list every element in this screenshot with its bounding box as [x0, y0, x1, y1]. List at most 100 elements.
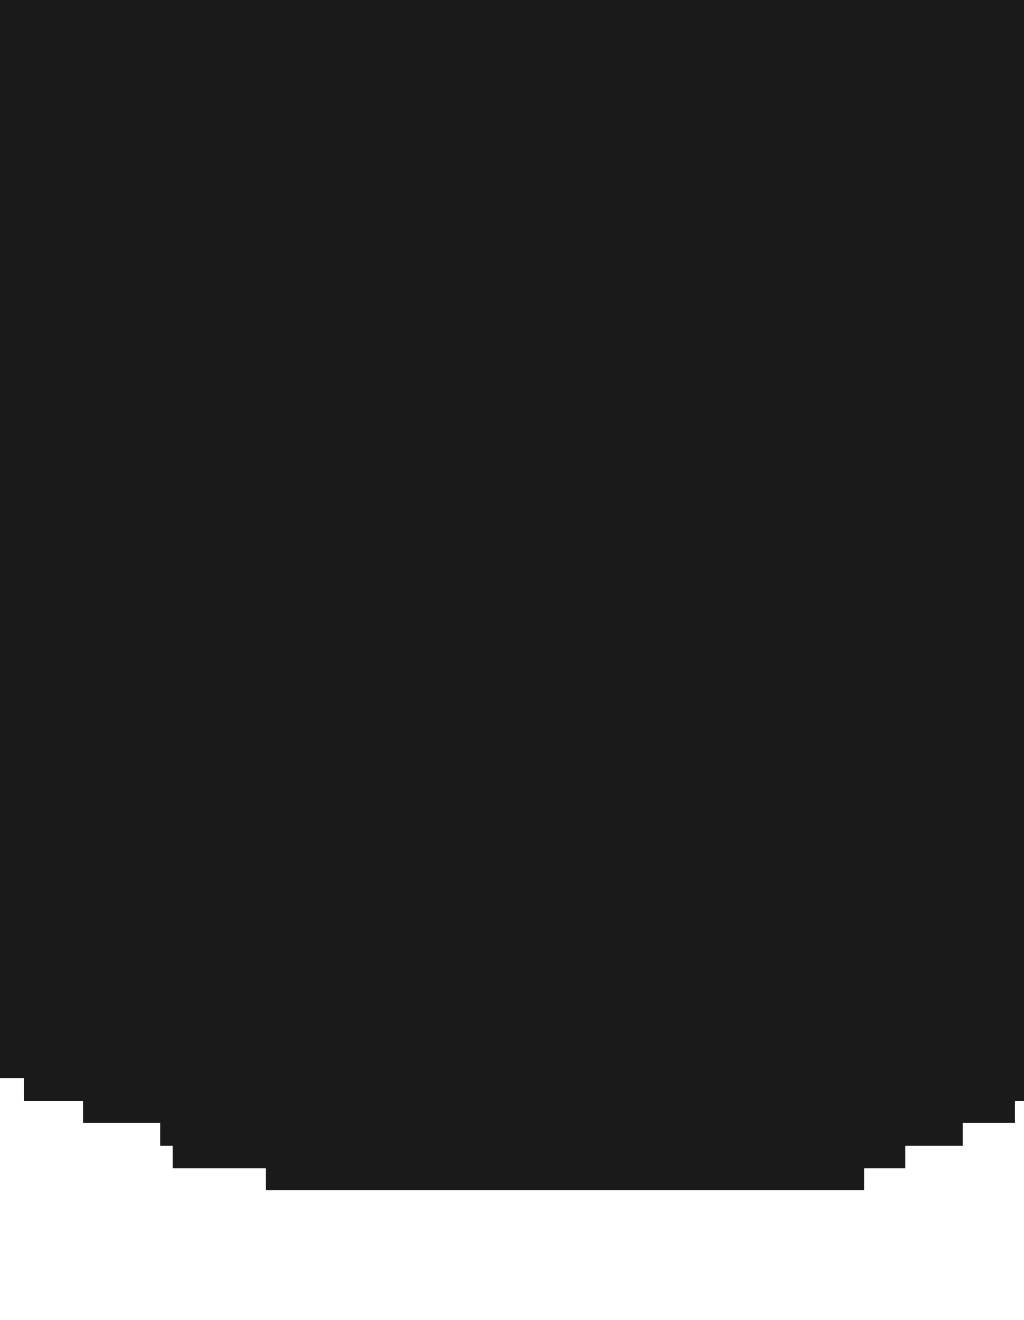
Bar [571, 812, 584, 821]
Text: Second symmertrical fuse: Second symmertrical fuse [152, 595, 353, 609]
Bar [483, 597, 496, 607]
Bar [509, 597, 522, 607]
Polygon shape [525, 734, 556, 762]
Bar [506, 826, 518, 836]
Bar [568, 888, 581, 899]
Bar [584, 812, 597, 821]
Bar [497, 535, 510, 544]
Bar [505, 660, 518, 671]
Bar [594, 888, 607, 899]
Bar [496, 888, 509, 899]
Bar [512, 743, 525, 752]
Bar [493, 826, 506, 836]
Bar [599, 587, 612, 597]
Bar [564, 738, 591, 758]
Bar [566, 675, 580, 685]
Bar [573, 607, 586, 618]
Bar [558, 803, 571, 812]
Bar [486, 733, 499, 743]
Bar [581, 899, 594, 908]
Bar [584, 821, 597, 830]
Text: 50: 50 [758, 813, 777, 828]
Bar [518, 680, 531, 690]
Bar [496, 879, 509, 888]
Bar [568, 879, 581, 888]
Bar [581, 888, 594, 899]
Bar [564, 748, 578, 758]
Bar [505, 671, 518, 680]
Bar [130, 420, 720, 931]
Bar [486, 733, 525, 763]
Bar [568, 899, 581, 908]
Bar [581, 879, 594, 888]
Text: 20: 20 [758, 595, 777, 609]
Bar [483, 879, 496, 888]
Bar [573, 587, 612, 618]
Bar [558, 812, 571, 821]
Text: First symmertrical fuse: First symmertrical fuse [162, 523, 343, 536]
Text: Second asymmertrical fuse: Second asymmertrical fuse [147, 741, 357, 755]
Bar [497, 515, 522, 544]
Bar [506, 805, 518, 816]
Bar [580, 675, 593, 685]
Text: Dec. 25, 2008  Sheet 1 of 8: Dec. 25, 2008 Sheet 1 of 8 [355, 44, 565, 57]
Bar [509, 899, 522, 908]
Bar [586, 587, 599, 597]
Bar [497, 515, 510, 524]
Bar [493, 805, 506, 816]
Bar [496, 587, 509, 597]
Bar [578, 738, 591, 748]
Bar [492, 660, 505, 671]
Bar [509, 888, 522, 899]
Text: Patent Application Publication: Patent Application Publication [70, 44, 309, 57]
Bar [486, 743, 499, 752]
Bar [584, 830, 597, 838]
Bar [566, 665, 593, 685]
Bar [558, 821, 571, 830]
Bar [499, 752, 512, 763]
Bar [599, 597, 612, 607]
Bar [486, 752, 499, 763]
Bar [594, 899, 607, 908]
Bar [578, 519, 591, 529]
Bar [510, 524, 522, 535]
Bar [564, 519, 591, 540]
Bar [483, 587, 496, 597]
Bar [505, 680, 518, 690]
Bar [496, 899, 509, 908]
Bar [578, 529, 591, 540]
Bar [496, 597, 509, 607]
Bar [499, 733, 512, 743]
Text: Fig. 1: Fig. 1 [445, 149, 579, 191]
Bar [496, 607, 509, 618]
Bar [571, 821, 584, 830]
Bar [586, 597, 599, 607]
Text: US 2008/0315354 A1: US 2008/0315354 A1 [710, 44, 873, 57]
Bar [573, 597, 586, 607]
Bar [493, 816, 506, 826]
Text: 40: 40 [758, 741, 777, 755]
Bar [510, 535, 522, 544]
Bar [509, 607, 522, 618]
Bar [564, 738, 578, 748]
Bar [509, 879, 522, 888]
Bar [571, 830, 584, 838]
Bar [566, 665, 580, 675]
Bar [492, 671, 505, 680]
Bar [573, 587, 586, 597]
Bar [493, 805, 518, 836]
Bar [578, 748, 591, 758]
Bar [584, 803, 597, 812]
Bar [558, 803, 597, 838]
Bar [512, 733, 525, 743]
Polygon shape [522, 879, 562, 908]
Bar [492, 660, 531, 690]
Bar [568, 879, 607, 908]
Bar [571, 803, 584, 812]
Bar [586, 607, 599, 618]
Bar [509, 587, 522, 597]
Bar [497, 524, 510, 535]
Bar [518, 671, 531, 680]
Bar [580, 665, 593, 675]
Bar [483, 879, 522, 908]
